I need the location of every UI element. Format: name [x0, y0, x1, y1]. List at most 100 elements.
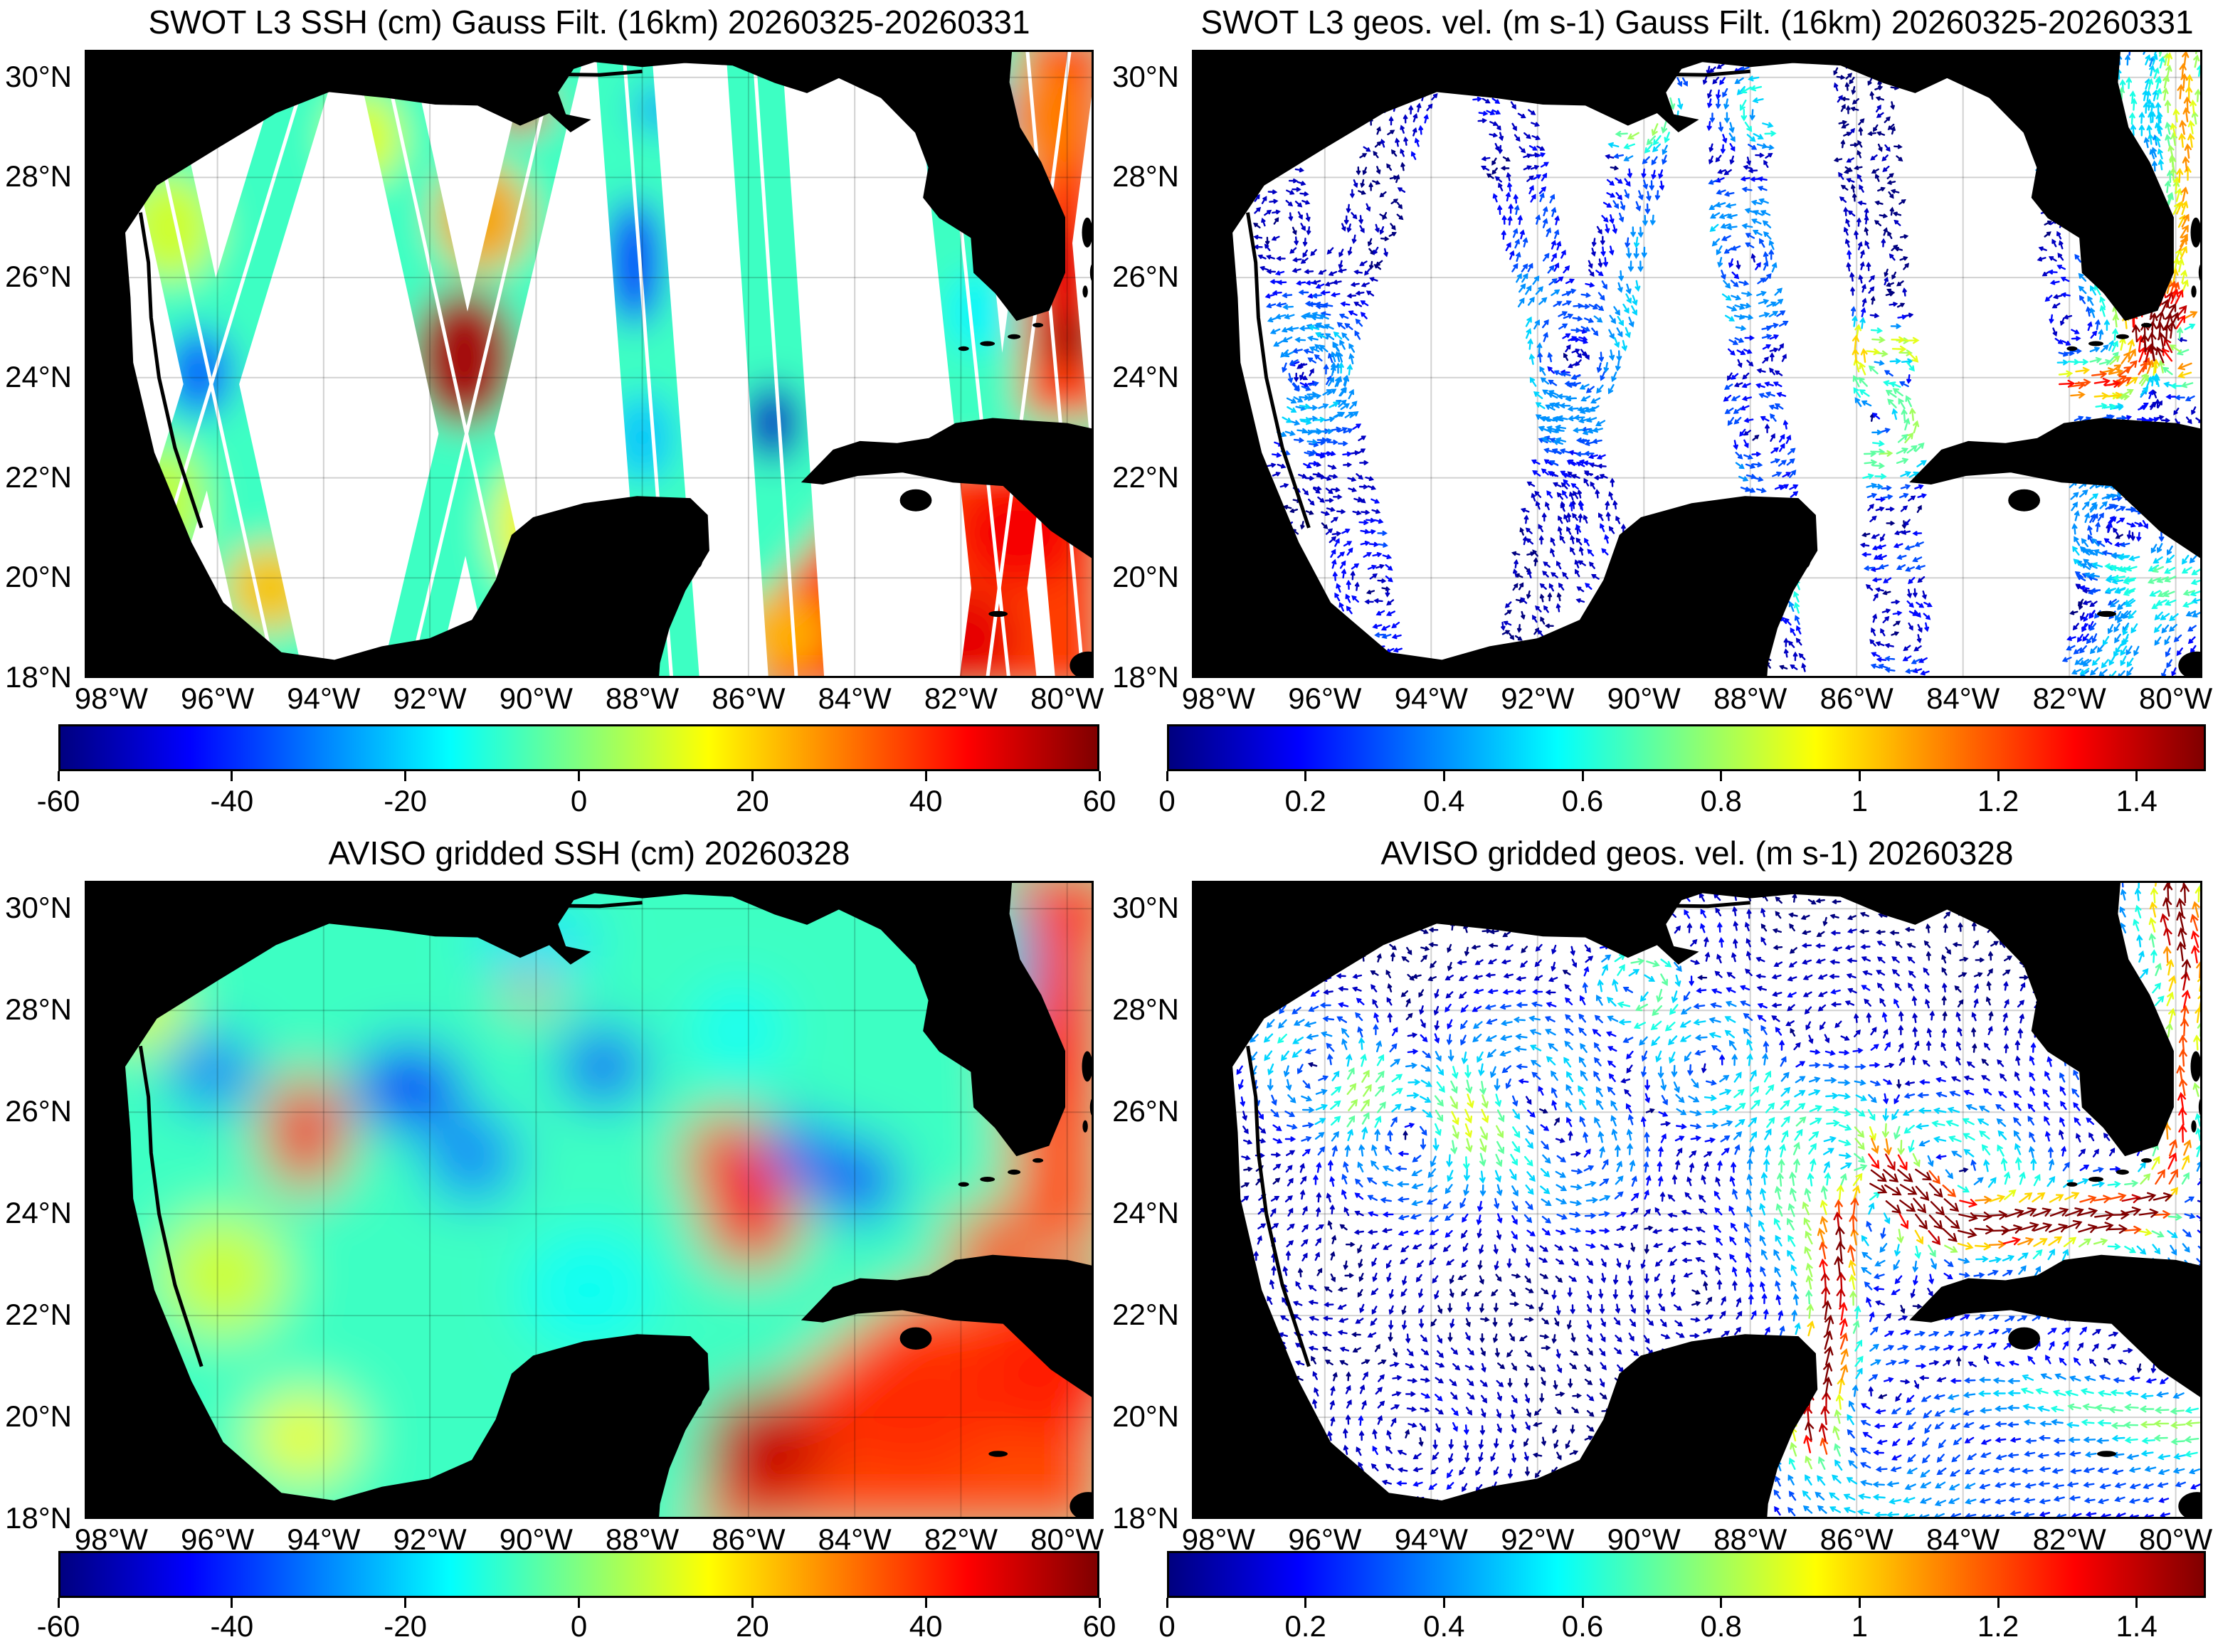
colorbar-tick — [1720, 1598, 1723, 1608]
colorbar-tick-label: 0 — [570, 1609, 588, 1643]
colorbar-tick — [2135, 1598, 2138, 1608]
lon-tick-label: 82°W — [924, 1523, 998, 1556]
lon-tick-label: 96°W — [181, 682, 255, 715]
lon-tick-label: 84°W — [1926, 682, 2000, 715]
lat-tick-label: 22°N — [5, 1298, 72, 1332]
lon-tick-label: 86°W — [712, 1523, 786, 1556]
lat-tick-label: 26°N — [5, 260, 72, 294]
colorbar-ssh-bottom — [58, 1551, 1099, 1598]
colorbar-tick — [1304, 771, 1307, 781]
lon-tick-label: 96°W — [181, 1523, 255, 1556]
lon-tick-label: 98°W — [74, 1523, 148, 1556]
colorbar-tick — [1166, 1598, 1168, 1608]
lon-tick-label: 80°W — [1030, 682, 1104, 715]
colorbar-tick — [404, 1598, 407, 1608]
lon-tick-label: 96°W — [1288, 1523, 1362, 1556]
lon-tick-label: 90°W — [1607, 1523, 1681, 1556]
lat-tick-label: 24°N — [5, 1196, 72, 1230]
lat-tick-label: 30°N — [1112, 891, 1179, 925]
colorbar-tick-label: 1 — [1851, 1609, 1868, 1643]
title-swot-ssh: SWOT L3 SSH (cm) Gauss Filt. (16km) 2026… — [148, 4, 1030, 41]
lon-tick-label: 88°W — [1713, 682, 1787, 715]
lon-tick-label: 86°W — [1819, 682, 1894, 715]
colorbar-tick — [1581, 771, 1584, 781]
colorbar-tick-label: 1.2 — [1977, 1609, 2019, 1643]
colorbar-tick-label: -20 — [384, 784, 427, 817]
lat-tick-label: 18°N — [1112, 660, 1179, 694]
lat-tick-label: 30°N — [5, 891, 72, 925]
lat-tick-label: 28°N — [5, 159, 72, 194]
lat-tick-label: 22°N — [5, 460, 72, 494]
colorbar-tick — [578, 1598, 580, 1608]
lon-tick-label: 92°W — [1501, 1523, 1575, 1556]
lon-tick-label: 98°W — [1181, 682, 1255, 715]
lat-tick-label: 28°N — [1112, 159, 1179, 194]
lat-tick-label: 20°N — [1112, 1399, 1179, 1434]
colorbar-tick-label: 0.6 — [1561, 784, 1604, 817]
map-swot-ssh — [85, 50, 1094, 678]
lon-tick-label: 92°W — [393, 682, 467, 715]
colorbar-tick-label: 0 — [1158, 784, 1176, 817]
colorbar-tick — [1442, 771, 1445, 781]
colorbar-tick — [1858, 771, 1861, 781]
lat-tick-label: 22°N — [1112, 460, 1179, 494]
colorbar-tick-label: -40 — [210, 784, 254, 817]
lon-tick-label: 88°W — [606, 1523, 680, 1556]
lon-tick-label: 90°W — [499, 1523, 573, 1556]
lon-tick-label: 94°W — [1394, 1523, 1468, 1556]
colorbar-tick — [1720, 771, 1723, 781]
lon-tick-label: 84°W — [1926, 1523, 2000, 1556]
colorbar-tick-label: 60 — [1082, 1609, 1116, 1643]
colorbar-tick-label: -60 — [36, 1609, 80, 1643]
lat-tick-label: 18°N — [5, 1501, 72, 1535]
lat-tick-label: 30°N — [5, 59, 72, 93]
colorbar-tick-label: -20 — [384, 1609, 427, 1643]
lat-tick-label: 20°N — [5, 1399, 72, 1434]
colorbar-tick — [751, 771, 754, 781]
colorbar-tick — [57, 771, 60, 781]
lat-tick-label: 28°N — [1112, 992, 1179, 1027]
title-aviso-vel: AVISO gridded geos. vel. (m s-1) 2026032… — [1380, 835, 2014, 872]
colorbar-tick-label: 0.4 — [1423, 784, 1465, 817]
colorbar-tick-label: 1.4 — [2116, 1609, 2157, 1643]
lat-tick-label: 24°N — [1112, 359, 1179, 393]
colorbar-tick — [231, 1598, 233, 1608]
map-aviso-vel — [1192, 881, 2202, 1519]
colorbar-tick-label: 0.2 — [1284, 784, 1326, 817]
lon-tick-label: 94°W — [287, 1523, 361, 1556]
colorbar-tick — [1098, 1598, 1101, 1608]
lat-tick-label: 28°N — [5, 992, 72, 1027]
title-aviso-ssh: AVISO gridded SSH (cm) 20260328 — [328, 835, 850, 872]
colorbar-ssh-top — [58, 724, 1099, 771]
colorbar-tick-label: 1.4 — [2116, 784, 2157, 817]
lon-tick-label: 92°W — [393, 1523, 467, 1556]
colorbar-tick — [1098, 771, 1101, 781]
colorbar-tick — [1442, 1598, 1445, 1608]
lat-tick-label: 24°N — [1112, 1196, 1179, 1230]
colorbar-tick-label: 1.2 — [1977, 784, 2019, 817]
colorbar-tick — [231, 771, 233, 781]
lon-tick-label: 80°W — [2139, 1523, 2213, 1556]
colorbar-tick — [924, 1598, 927, 1608]
lat-tick-label: 26°N — [5, 1094, 72, 1128]
colorbar-tick — [1304, 1598, 1307, 1608]
lon-tick-label: 88°W — [1713, 1523, 1787, 1556]
lon-tick-label: 86°W — [1819, 1523, 1894, 1556]
colorbar-tick — [1858, 1598, 1861, 1608]
colorbar-tick-label: -40 — [210, 1609, 254, 1643]
lon-tick-label: 84°W — [818, 682, 892, 715]
colorbar-tick — [57, 1598, 60, 1608]
lon-tick-label: 82°W — [2032, 682, 2106, 715]
colorbar-tick-label: 1 — [1851, 784, 1868, 817]
colorbar-tick-label: 40 — [909, 784, 943, 817]
colorbar-tick — [1997, 1598, 2000, 1608]
lon-tick-label: 80°W — [1030, 1523, 1104, 1556]
colorbar-tick-label: 0.6 — [1561, 1609, 1604, 1643]
lon-tick-label: 98°W — [74, 682, 148, 715]
title-swot-vel: SWOT L3 geos. vel. (m s-1) Gauss Filt. (… — [1200, 4, 2194, 41]
lat-tick-label: 18°N — [5, 660, 72, 694]
lat-tick-label: 18°N — [1112, 1501, 1179, 1535]
lon-tick-label: 96°W — [1288, 682, 1362, 715]
colorbar-tick — [751, 1598, 754, 1608]
